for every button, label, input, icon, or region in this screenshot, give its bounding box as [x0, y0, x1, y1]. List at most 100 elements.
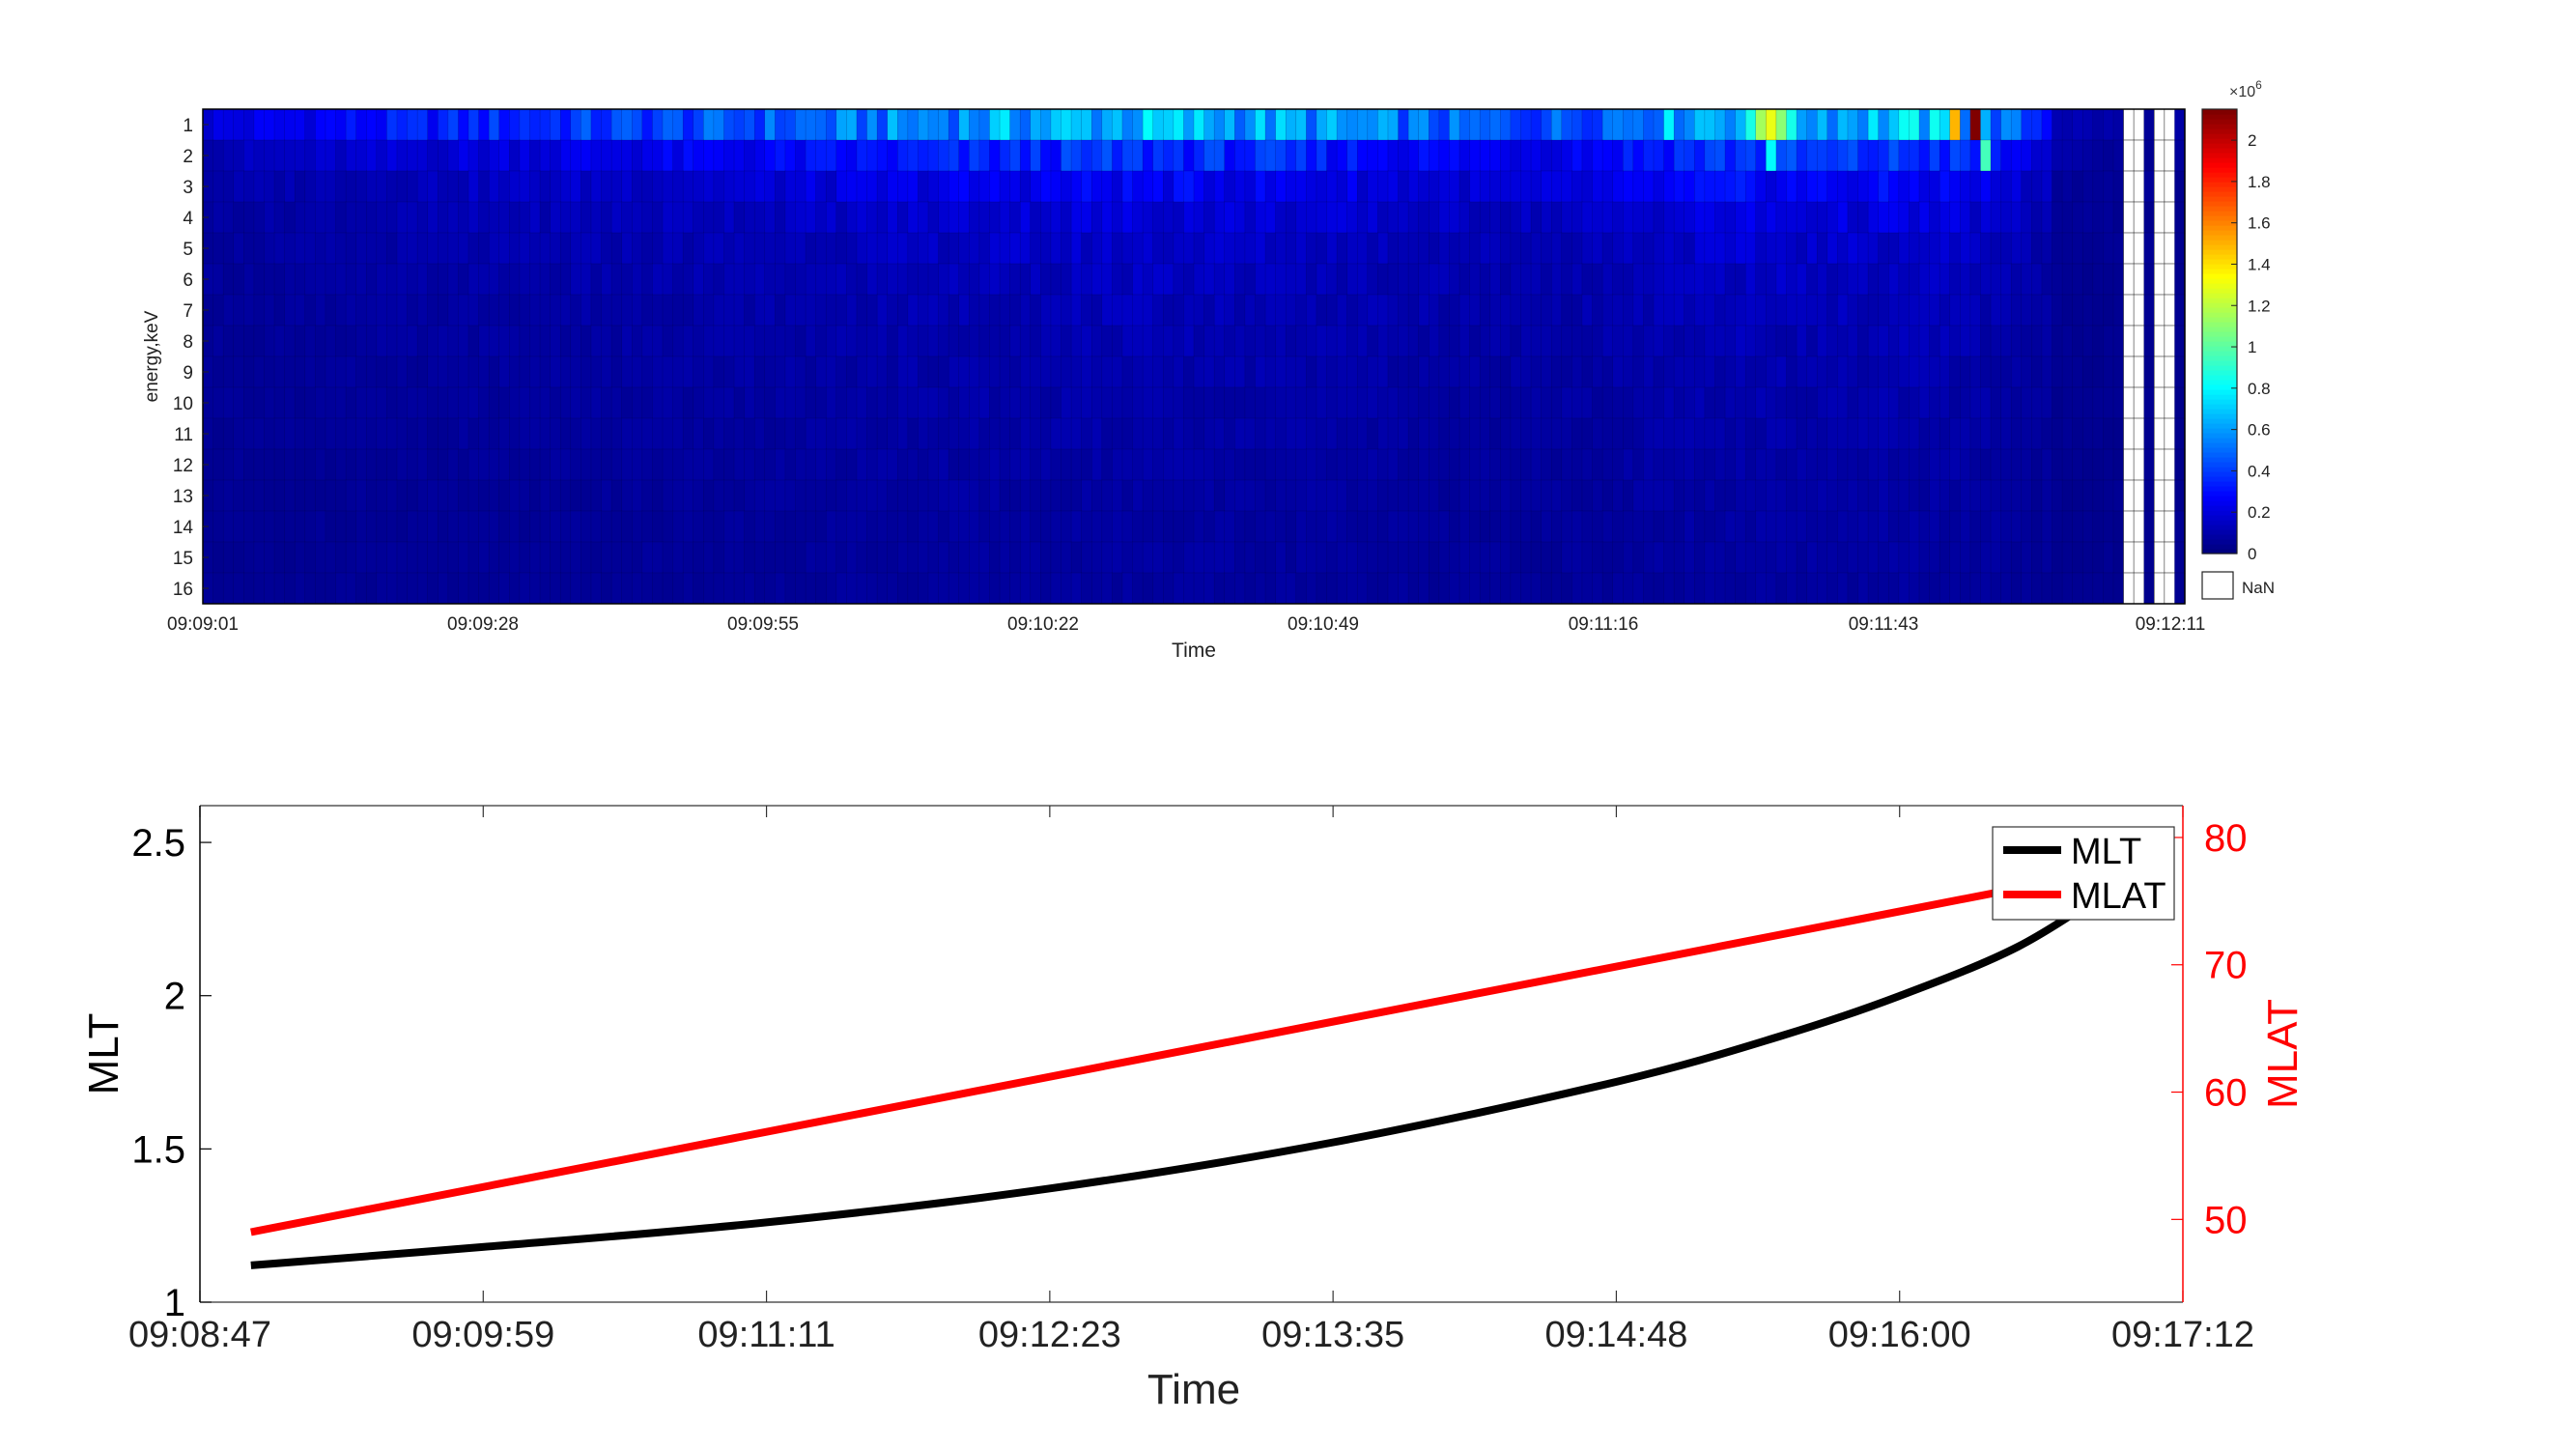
heatmap-cell [601, 201, 612, 234]
heatmap-cell [1213, 139, 1226, 172]
heatmap-cell [253, 170, 266, 203]
heatmap-cell [386, 201, 398, 234]
heatmap-cell [1612, 448, 1624, 481]
heatmap-cell [467, 232, 480, 265]
heatmap-cell [1449, 541, 1460, 574]
heatmap-cell [580, 355, 592, 388]
heatmap-cell [958, 572, 970, 605]
heatmap-cell [1449, 201, 1460, 234]
heatmap-cell [876, 263, 889, 296]
heatmap-cell [1775, 479, 1788, 512]
heatmap-cell [264, 294, 275, 327]
heatmap-cell [2112, 232, 2125, 265]
heatmap-cell [1040, 170, 1052, 203]
heatmap-cell [447, 263, 460, 296]
heatmap-cell [1755, 108, 1767, 141]
heatmap-cell [315, 108, 326, 141]
heatmap-cell [1541, 417, 1552, 450]
heatmap-cell [1061, 201, 1072, 234]
heatmap-cell [1173, 479, 1185, 512]
heatmap-cell [1142, 201, 1154, 234]
heatmap-cell [1601, 325, 1614, 357]
heatmap-cell [2092, 386, 2105, 419]
heatmap-cell [835, 170, 848, 203]
heatmap-cell [1112, 355, 1123, 388]
mlt-tick-label: 2.5 [131, 822, 185, 865]
colorbar-step [2202, 133, 2237, 139]
heatmap-cell [1969, 232, 1982, 265]
heatmap-cell [1929, 417, 1940, 450]
heatmap-cell [1949, 294, 1961, 327]
heatmap-cell [1949, 355, 1961, 388]
heatmap-cell [907, 386, 920, 419]
heatmap-cell [559, 355, 572, 388]
heatmap-cell [1449, 108, 1460, 141]
heatmap-cell [2153, 232, 2166, 265]
heatmap-cell [2103, 294, 2114, 327]
heatmap-cell [744, 386, 755, 419]
heatmap-cell [713, 355, 725, 388]
heatmap-cell [1142, 417, 1154, 450]
heatmap-cell [621, 201, 633, 234]
heatmap-cell [345, 232, 357, 265]
heatmap-cell [999, 510, 1011, 543]
heatmap-cell [887, 232, 898, 265]
heatmap-cell [835, 572, 848, 605]
heatmap-cell [1213, 479, 1226, 512]
heatmap-cell [1744, 355, 1757, 388]
heatmap-cell [1070, 325, 1083, 357]
heatmap-cell [1653, 448, 1665, 481]
heatmap-cell [866, 386, 878, 419]
heatmap-cell [2174, 541, 2186, 574]
heatmap-cell [1816, 479, 1828, 512]
heatmap-cell [744, 355, 755, 388]
heatmap-cell [978, 201, 991, 234]
heatmap-cell [1479, 386, 1491, 419]
heatmap-cell [1867, 479, 1880, 512]
heatmap-cell [1040, 386, 1052, 419]
colorbar-step [2202, 124, 2237, 129]
heatmap-cell [1581, 417, 1594, 450]
heatmap-cell [1969, 510, 1982, 543]
heatmap-cell [1367, 325, 1379, 357]
heatmap-cell [1918, 572, 1931, 605]
heatmap-cell [1377, 232, 1389, 265]
heatmap-cell [805, 386, 817, 419]
heatmap-cell [632, 417, 643, 450]
heatmap-cell [652, 263, 664, 296]
heatmap-cell [1909, 479, 1920, 512]
heatmap-cell [427, 170, 439, 203]
heatmap-cell [1500, 263, 1512, 296]
heatmap-cell [1949, 541, 1961, 574]
heatmap-cell [396, 108, 409, 141]
heatmap-cell [1714, 263, 1726, 296]
heatmap-cell [918, 541, 929, 574]
heatmap-cell [1132, 263, 1144, 296]
heatmap-cell [1121, 541, 1134, 574]
colorbar-tick-label: 2 [2248, 131, 2256, 150]
heatmap-cell [2072, 572, 2083, 605]
heatmap-cell [1510, 448, 1522, 481]
heatmap-cell [1571, 355, 1583, 388]
heatmap-cell [1469, 325, 1481, 357]
heatmap-cell [396, 232, 409, 265]
heatmap-cell [989, 108, 1001, 141]
heatmap-cell [1786, 355, 1798, 388]
heatmap-cell [1081, 294, 1092, 327]
heatmap-cell [304, 541, 316, 574]
heatmap-cell [1857, 108, 1869, 141]
heatmap-cell [1326, 417, 1338, 450]
heatmap-cell [1429, 263, 1440, 296]
colorbar-step [2202, 230, 2237, 236]
heatmap-cell [1183, 386, 1195, 419]
heatmap-cell [1306, 263, 1317, 296]
heatmap-cell [1500, 232, 1512, 265]
heatmap-cell [550, 263, 561, 296]
heatmap-cell [580, 139, 592, 172]
heatmap-cell [1816, 294, 1828, 327]
heatmap-cell [1193, 325, 1205, 357]
heatmap-cell [662, 417, 674, 450]
heatmap-cell [1735, 232, 1746, 265]
heatmap-cell [999, 386, 1011, 419]
heatmap-cell [1449, 572, 1460, 605]
